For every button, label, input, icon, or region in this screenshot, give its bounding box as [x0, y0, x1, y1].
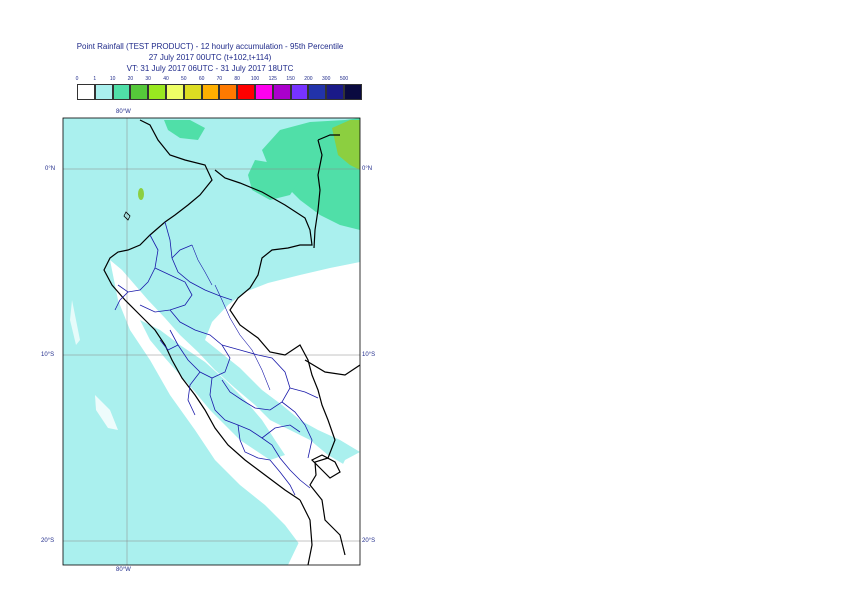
legend-label: 70 — [216, 76, 223, 82]
forecast-base-time: 27 July 2017 00UTC (t+102,t+114) — [148, 53, 272, 62]
validity-time: VT: 31 July 2017 06UTC - 31 July 2017 18… — [126, 64, 294, 73]
lat-label-left-20: 20°S — [41, 538, 55, 544]
legend-swatch — [344, 84, 362, 100]
legend-swatch — [272, 84, 291, 100]
legend-label: 200 — [304, 76, 313, 82]
legend-swatch — [290, 84, 309, 100]
rain-north-patch — [164, 120, 205, 140]
legend-swatch — [112, 84, 131, 100]
legend-label: 100 — [250, 76, 260, 82]
legend-swatch — [166, 84, 184, 100]
legend-swatch — [219, 84, 238, 100]
legend-swatch — [148, 84, 166, 100]
legend-label: 60 — [198, 76, 205, 82]
legend-label: 50 — [181, 76, 187, 82]
lat-label-left-0: 0°N — [45, 166, 56, 172]
legend-swatch — [255, 84, 273, 100]
legend-swatch — [183, 84, 202, 100]
legend-swatch — [130, 84, 149, 100]
legend-label: 10 — [109, 76, 116, 82]
legend-label: 20 — [127, 76, 134, 82]
lat-label-left-10: 10°S — [41, 352, 55, 358]
rivers — [191, 244, 271, 391]
legend-label: 40 — [163, 76, 169, 82]
legend-label: 150 — [286, 76, 295, 82]
legend-swatch — [237, 84, 255, 100]
lat-label-right-20: 20°S — [362, 538, 376, 544]
legend-swatch — [308, 84, 327, 100]
legend-label: 300 — [322, 76, 331, 82]
lon-label-top: 80°W — [116, 109, 131, 115]
rain-10-20-northeast — [262, 118, 360, 230]
admin-borders — [114, 221, 319, 496]
rain-coastal-cell — [138, 188, 144, 200]
legend-swatch — [94, 84, 113, 100]
lat-label-right-0: 0°N — [362, 166, 373, 172]
rain-20-30-patch — [332, 120, 360, 170]
lat-label-right-10: 10°S — [362, 352, 376, 358]
legend-swatch — [201, 84, 220, 100]
legend-label: 500 — [339, 76, 349, 82]
map-frame — [62, 117, 361, 566]
legend-label: 125 — [268, 76, 277, 82]
lon-label-bottom: 80°W — [116, 567, 131, 573]
legend-label: 1 — [93, 76, 97, 82]
legend-label: 30 — [145, 76, 151, 82]
map-area — [63, 118, 360, 565]
legend-label: 80 — [234, 76, 240, 82]
legend-swatch — [77, 84, 95, 100]
legend-label: 0 — [75, 76, 79, 82]
country-borders — [103, 119, 360, 565]
legend-swatch — [326, 84, 344, 100]
rain-10-20-patch — [248, 160, 300, 200]
map-title: Point Rainfall (TEST PRODUCT) - 12 hourl… — [76, 42, 344, 51]
